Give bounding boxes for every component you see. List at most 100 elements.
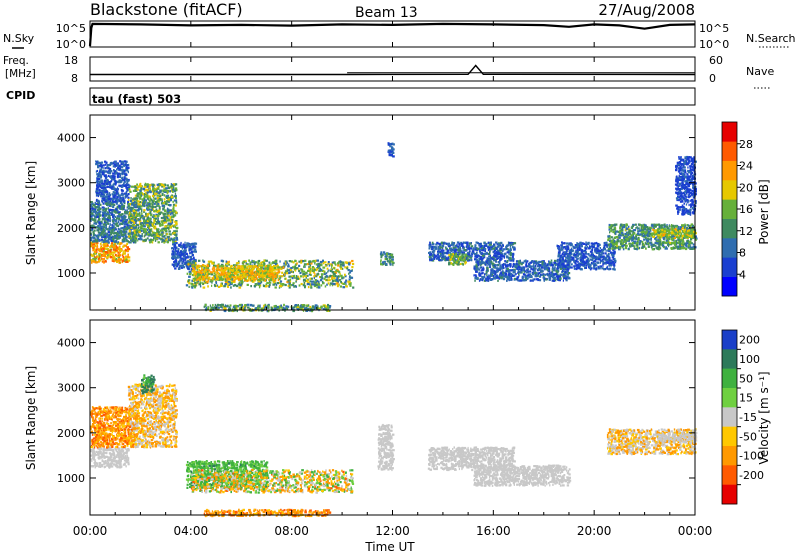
- data-cell: [255, 277, 258, 280]
- data-cell: [442, 254, 445, 257]
- data-cell: [192, 284, 195, 288]
- data-cell: [290, 275, 292, 278]
- data-cell: [104, 232, 107, 235]
- data-cell: [454, 246, 457, 249]
- data-cell: [104, 234, 107, 237]
- data-cell: [170, 183, 173, 186]
- data-cell: [158, 183, 161, 186]
- data-cell: [512, 252, 515, 255]
- data-cell: [297, 268, 300, 271]
- data-cell: [130, 209, 133, 212]
- data-cell: [495, 255, 498, 258]
- data-cell: [133, 200, 136, 203]
- data-cell: [301, 270, 304, 273]
- data-cell: [344, 273, 346, 276]
- data-cell: [323, 277, 326, 280]
- data-cell: [152, 208, 155, 211]
- data-cell: [126, 239, 128, 242]
- data-cell: [106, 185, 110, 188]
- data-cell: [109, 169, 112, 172]
- data-cell: [233, 267, 237, 270]
- data-cell: [191, 250, 195, 253]
- data-cell: [257, 262, 260, 265]
- data-cell: [107, 253, 110, 256]
- data-cell: [161, 231, 164, 234]
- data-cell: [137, 238, 141, 241]
- data-cell: [257, 283, 261, 286]
- data-cell: [124, 177, 126, 180]
- data-cell: [326, 275, 329, 278]
- data-cell: [159, 229, 162, 232]
- data-cell: [278, 286, 281, 289]
- data-cell: [188, 275, 191, 278]
- data-cell: [116, 259, 118, 262]
- data-cell: [235, 305, 238, 308]
- data-cell: [567, 269, 569, 273]
- data-cell: [150, 230, 152, 233]
- data-cell: [129, 185, 131, 188]
- data-cell: [137, 185, 140, 188]
- data-cell: [194, 270, 196, 273]
- data-cell: [103, 208, 106, 211]
- data-cell: [193, 286, 197, 289]
- data-cell: [108, 192, 111, 195]
- data-cell: [478, 257, 481, 260]
- data-cell: [131, 219, 133, 222]
- data-cell: [154, 219, 156, 222]
- data-cell: [211, 281, 213, 284]
- data-cell: [271, 277, 274, 280]
- data-cell: [105, 182, 108, 186]
- data-cell: [175, 265, 179, 268]
- data-cell: [103, 242, 105, 245]
- data-cell: [233, 269, 236, 272]
- data-cell: [122, 172, 125, 175]
- data-cell: [95, 188, 98, 191]
- data-cell: [320, 276, 323, 279]
- data-cell: [222, 273, 225, 276]
- data-cell: [269, 278, 273, 281]
- data-cell: [463, 260, 466, 263]
- data-cell: [317, 272, 319, 275]
- data-cell: [152, 188, 154, 191]
- data-cell: [173, 260, 176, 264]
- data-cell: [225, 274, 228, 277]
- data-cell: [113, 240, 115, 243]
- data-cell: [236, 305, 239, 308]
- data-cell: [458, 242, 460, 245]
- data-cell: [227, 273, 231, 276]
- data-cell: [271, 307, 274, 310]
- data-cell: [145, 192, 148, 195]
- data-cell: [349, 261, 352, 264]
- data-cell: [96, 178, 99, 181]
- data-cell: [263, 259, 266, 262]
- data-cell: [204, 274, 207, 277]
- data-cell: [158, 209, 161, 212]
- data-cell: [112, 228, 115, 231]
- data-cell: [153, 226, 155, 229]
- data-cell: [481, 247, 484, 250]
- data-cell: [199, 279, 201, 282]
- data-cell: [331, 277, 334, 280]
- data-cell: [118, 206, 121, 209]
- data-cell: [138, 231, 141, 234]
- data-cell: [191, 279, 194, 282]
- data-cell: [306, 279, 309, 282]
- data-cell: [265, 271, 268, 274]
- data-cell: [97, 225, 99, 228]
- data-cell: [167, 219, 170, 222]
- data-cell: [138, 212, 141, 215]
- data-cell: [284, 260, 288, 263]
- data-cell: [509, 245, 512, 248]
- data-cell: [192, 244, 194, 247]
- data-cell: [436, 241, 439, 244]
- data-cell: [509, 257, 512, 260]
- data-cell: [169, 220, 172, 223]
- data-cell: [175, 220, 178, 223]
- data-cell: [469, 247, 472, 250]
- data-cell: [161, 192, 164, 195]
- data-cell: [93, 252, 96, 255]
- data-cell: [172, 238, 176, 241]
- data-cell: [327, 276, 330, 279]
- data-cell: [211, 262, 215, 265]
- data-cell: [98, 161, 101, 164]
